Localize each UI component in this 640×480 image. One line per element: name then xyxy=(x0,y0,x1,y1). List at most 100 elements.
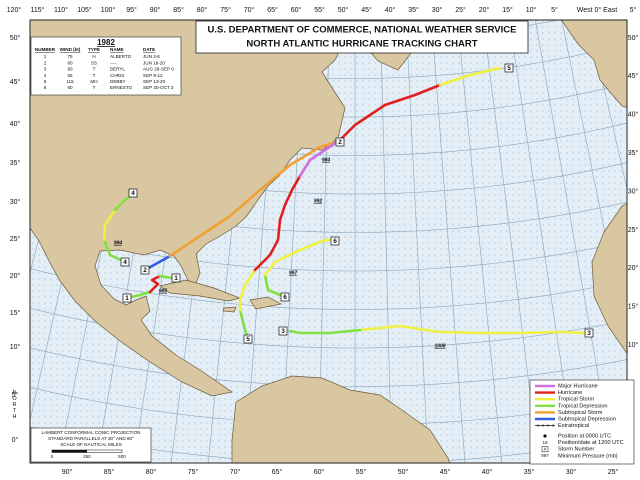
storm-number-box xyxy=(335,137,345,147)
longitude-label: 105° xyxy=(77,6,92,14)
scale-title: SCALE OF NAUTICAL MILES xyxy=(60,442,122,447)
legend-label: Storm Number xyxy=(558,447,595,453)
storm-number: 2 xyxy=(338,139,342,146)
table-cell: ERNESTO xyxy=(110,85,133,90)
table-cell: CHRIS xyxy=(110,73,124,78)
longitude-label: 80° xyxy=(146,468,157,476)
longitude-label: 25° xyxy=(608,468,619,476)
europe xyxy=(560,20,627,109)
table-cell: 115 xyxy=(66,79,74,84)
table-cell: T xyxy=(93,67,96,72)
longitude-label: 115° xyxy=(31,6,45,14)
table-header: TYPE xyxy=(88,47,100,52)
parallel xyxy=(30,307,627,349)
track-hurricane xyxy=(148,274,162,294)
track-tropical-depression xyxy=(102,238,127,264)
table-cell: 1 xyxy=(44,54,47,59)
longitude-label: 55° xyxy=(356,468,367,476)
storm-number: 4 xyxy=(131,190,135,197)
storm-number-box xyxy=(122,293,132,303)
longitude-label: 65° xyxy=(267,6,278,14)
latitude-label: 20° xyxy=(10,272,21,280)
legend-sample: 997 xyxy=(541,453,549,458)
legend-label: Subtropical Storm xyxy=(558,410,603,416)
legend-label: Major Hurricane xyxy=(558,383,598,389)
table-cell: AUG 28-SEP 6 xyxy=(143,67,174,72)
longitude-label: 15° xyxy=(502,6,513,14)
table-cell: 4 xyxy=(44,73,47,78)
track-subtropical-storm xyxy=(168,139,342,258)
legend-label: Tropical Depression xyxy=(558,403,608,409)
scale-tick-label: 0 xyxy=(51,454,54,459)
legend-label: Tropical Storm xyxy=(558,397,595,403)
table-cell: 5 xyxy=(44,79,47,84)
storm-number-box xyxy=(120,257,130,267)
table-cell: 60 xyxy=(67,85,73,90)
latitude-label: 40° xyxy=(628,111,639,119)
storm-number-box xyxy=(504,63,514,73)
scale-tick-label: 250 xyxy=(83,454,91,459)
latitude-label: 35° xyxy=(628,149,639,157)
pressure-label: 992 xyxy=(314,198,323,204)
storm-number-box xyxy=(278,326,288,336)
meridian xyxy=(482,20,540,463)
table-cell: SEP 13-20 xyxy=(143,79,166,84)
title-frame xyxy=(195,20,529,54)
table-cell: BERYL xyxy=(110,67,125,72)
latitude-label: 0° xyxy=(12,436,19,444)
longitude-label: 70° xyxy=(230,468,241,476)
track-tropical-storm xyxy=(102,208,117,242)
africa xyxy=(591,202,627,354)
legend-sample: 18 xyxy=(542,440,548,445)
table-cells: NUMBER WIND (kt) TYPE NAME DATE 1 75 H ALBERTO JU… xyxy=(35,47,174,90)
meridian xyxy=(457,20,503,463)
track-tropical-depression xyxy=(288,328,362,335)
table-cell: ALBERTO xyxy=(110,54,132,59)
longitude-label: 95° xyxy=(126,6,137,14)
longitude-label: 90° xyxy=(150,6,161,14)
legend-label: Minimum Pressure (mb) xyxy=(558,453,618,459)
longitude-label: 75° xyxy=(188,468,199,476)
latitude-label: 20° xyxy=(628,264,639,272)
track-tropical-storm xyxy=(238,268,257,312)
track-tropical-storm xyxy=(263,238,334,277)
longitude-label: 45° xyxy=(361,6,372,14)
longitude-label: 50° xyxy=(398,468,409,476)
cuba xyxy=(159,279,242,302)
legend-sample: # xyxy=(544,446,547,451)
longitude-label: 80° xyxy=(197,6,208,14)
hispaniola xyxy=(249,296,283,310)
longitude-label: 35° xyxy=(524,468,535,476)
scale-tick-label: 500 xyxy=(118,454,126,459)
longitude-label: 120° xyxy=(7,6,22,14)
table-cell: MH xyxy=(90,79,97,84)
north-america xyxy=(30,20,346,397)
title-line: NORTH ATLANTIC HURRICANE TRACKING CHART xyxy=(246,39,477,50)
title-line: U.S. DEPARTMENT OF COMMERCE, NATIONAL WE… xyxy=(208,25,517,36)
table-cell: 2 xyxy=(44,60,47,65)
latitude-label: 30° xyxy=(628,187,639,195)
scale-bar-fill xyxy=(52,450,87,453)
storm-number-box xyxy=(330,236,340,246)
storm-number: 5 xyxy=(507,65,511,72)
longitude-label: 20° xyxy=(479,6,490,14)
legend-label: Position at 0000 UTC xyxy=(558,433,611,439)
longitude-label: West 0° East xyxy=(577,6,617,14)
track-hurricane xyxy=(253,174,302,272)
legend-box xyxy=(541,446,549,453)
map-frame xyxy=(29,19,628,464)
longitude-label: 30° xyxy=(432,6,443,14)
longitude-label: 30° xyxy=(566,468,577,476)
latitude-label: 10° xyxy=(628,341,639,349)
longitude-label: 40° xyxy=(385,6,396,14)
table-cell: ---- xyxy=(110,60,117,65)
longitude-label: 40° xyxy=(482,468,493,476)
table-cell: SS xyxy=(91,60,97,65)
longitude-label: 100° xyxy=(101,6,116,14)
pressure-label: 1008 xyxy=(434,343,445,349)
longitude-label: 90° xyxy=(62,468,73,476)
storm-number: 4 xyxy=(123,259,127,266)
storm-number: 3 xyxy=(281,328,285,335)
table-cell: T xyxy=(93,85,96,90)
